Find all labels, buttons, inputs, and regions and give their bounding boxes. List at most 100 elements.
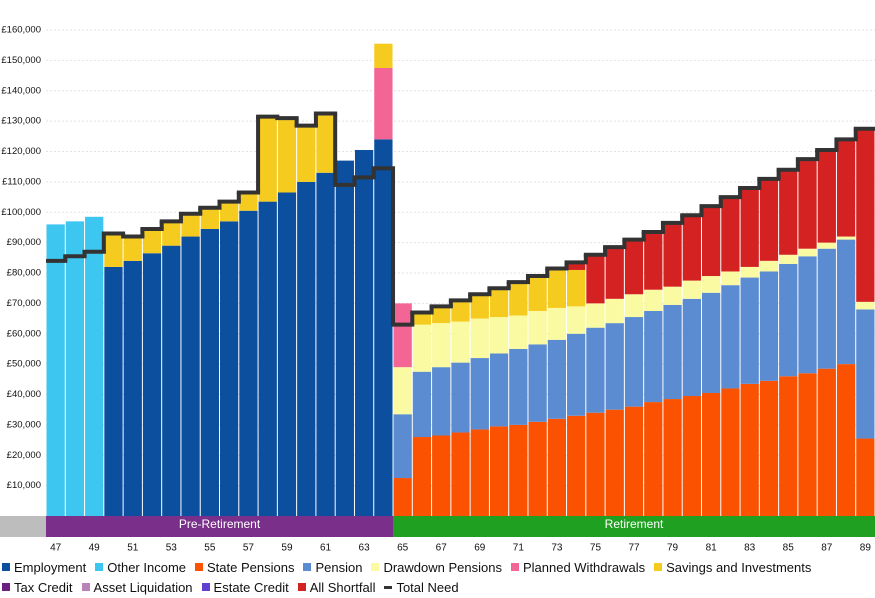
bar-segment bbox=[509, 282, 528, 316]
y-tick-label: £100,000 bbox=[1, 207, 41, 218]
legend-item: State Pensions bbox=[195, 558, 294, 576]
bar-segment bbox=[162, 221, 181, 246]
bar-segment bbox=[412, 324, 432, 372]
legend-swatch bbox=[303, 563, 312, 571]
bar-segment bbox=[836, 236, 856, 240]
bar-segment bbox=[779, 376, 798, 516]
bar-segment bbox=[817, 248, 836, 369]
x-tick-label: 55 bbox=[204, 543, 216, 554]
bar-segment bbox=[624, 294, 644, 318]
bar-segment bbox=[721, 271, 740, 286]
bar-segment bbox=[509, 348, 528, 425]
y-tick-label: £90,000 bbox=[7, 237, 41, 248]
x-tick-label: 79 bbox=[667, 543, 679, 554]
legend-item: Estate Credit bbox=[201, 578, 289, 596]
bar-segment bbox=[258, 116, 277, 202]
legend-item: Drawdown Pensions bbox=[371, 558, 502, 576]
bar-segment bbox=[277, 118, 297, 193]
bar-segment bbox=[470, 318, 489, 359]
y-tick-label: £160,000 bbox=[1, 25, 41, 36]
bar-segment bbox=[856, 309, 875, 439]
bar-segment bbox=[412, 312, 432, 325]
bar-segment bbox=[586, 303, 605, 328]
bar-segment bbox=[624, 239, 644, 295]
bar-segment bbox=[740, 383, 759, 516]
y-tick-label: £80,000 bbox=[7, 268, 41, 279]
phase-label: Pre-Retirement bbox=[179, 517, 261, 531]
bar-segment bbox=[798, 373, 817, 516]
bar-segment bbox=[605, 409, 624, 516]
bar-segment bbox=[489, 288, 509, 318]
bar-segment bbox=[451, 300, 470, 322]
y-tick-label: £70,000 bbox=[7, 298, 41, 309]
bar-segment bbox=[142, 253, 162, 516]
y-tick-label: £130,000 bbox=[1, 116, 41, 127]
x-tick-label: 87 bbox=[821, 543, 833, 554]
legend-swatch bbox=[371, 563, 380, 571]
bar-segment bbox=[798, 248, 817, 257]
bar-segment bbox=[547, 307, 567, 340]
bar-segment bbox=[374, 43, 393, 68]
bar-segment bbox=[701, 292, 721, 393]
legend-item: All Shortfall bbox=[297, 578, 376, 596]
legend-swatch bbox=[654, 563, 663, 571]
bar-segment bbox=[46, 224, 65, 516]
bar-segment bbox=[509, 315, 528, 349]
legend-label: Employment bbox=[14, 559, 87, 575]
legend-label: Total Need bbox=[396, 579, 459, 595]
bar-segment bbox=[586, 412, 605, 516]
legend-label: Planned Withdrawals bbox=[522, 559, 646, 575]
bar-segment bbox=[239, 210, 258, 516]
y-tick-label: £30,000 bbox=[7, 419, 41, 430]
bar-segment bbox=[528, 310, 547, 345]
legend-label: All Shortfall bbox=[309, 579, 376, 595]
bar-segment bbox=[740, 266, 759, 278]
phase-band bbox=[393, 516, 875, 537]
x-tick-label: 67 bbox=[436, 543, 448, 554]
bar-segment bbox=[836, 364, 856, 516]
x-tick-label: 81 bbox=[706, 543, 718, 554]
legend-swatch bbox=[297, 583, 306, 591]
bar-segment bbox=[701, 206, 721, 277]
bar-segment bbox=[586, 327, 605, 413]
bar-segment bbox=[721, 285, 740, 389]
bar-segment bbox=[470, 294, 489, 319]
bar-segment bbox=[374, 139, 393, 516]
bar-segment bbox=[181, 236, 200, 517]
bar-segment bbox=[567, 333, 586, 416]
x-tick-label: 57 bbox=[243, 543, 255, 554]
bar-segment bbox=[856, 438, 875, 516]
x-tick-label: 61 bbox=[320, 543, 332, 554]
bar-segment bbox=[393, 414, 412, 479]
x-tick-label: 65 bbox=[397, 543, 409, 554]
legend-swatch bbox=[510, 563, 519, 571]
phase-band bbox=[46, 516, 394, 537]
bar-segment bbox=[451, 432, 470, 516]
bar-segment bbox=[354, 149, 374, 516]
bar-segment bbox=[335, 160, 354, 517]
x-tick-label: 77 bbox=[628, 543, 640, 554]
bar-segment bbox=[624, 406, 644, 516]
bar-segment bbox=[200, 228, 220, 517]
bar-segment bbox=[567, 415, 586, 516]
legend-swatch bbox=[384, 585, 393, 589]
bar-segment bbox=[817, 242, 836, 249]
legend-label: Pension bbox=[315, 559, 363, 575]
bar-segment bbox=[605, 323, 624, 410]
bar-segment bbox=[663, 222, 682, 287]
bar-segment bbox=[277, 192, 297, 516]
bar-segment bbox=[836, 139, 856, 237]
x-tick-label: 51 bbox=[127, 543, 139, 554]
legend-item: Planned Withdrawals bbox=[510, 558, 646, 576]
bar-segment bbox=[509, 424, 528, 516]
legend-swatch bbox=[201, 583, 210, 591]
legend-swatch bbox=[195, 563, 204, 571]
phase-lead bbox=[0, 516, 46, 537]
phase-label: Retirement bbox=[605, 517, 664, 531]
bar-segment bbox=[817, 149, 836, 243]
legend-item: Pension bbox=[303, 558, 362, 576]
bar-segment bbox=[663, 399, 682, 516]
x-tick-label: 89 bbox=[860, 543, 872, 554]
bar-segment bbox=[644, 231, 663, 290]
